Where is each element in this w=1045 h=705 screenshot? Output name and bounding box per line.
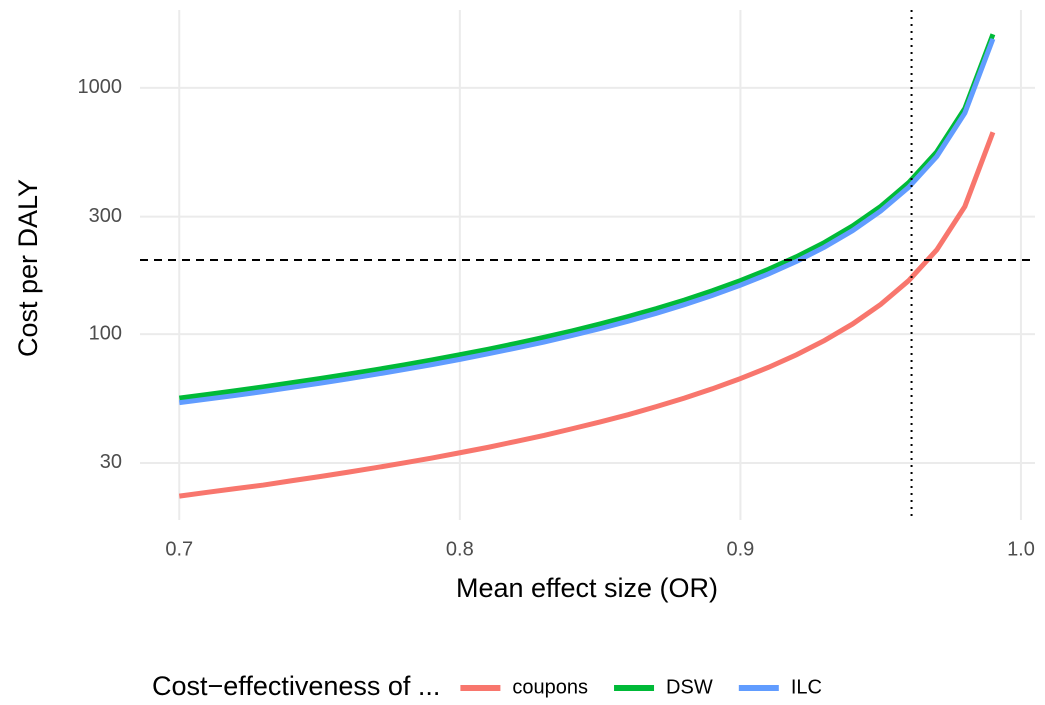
- y-tick-label: 300: [89, 205, 122, 227]
- legend-label: coupons: [512, 676, 588, 698]
- x-tick-label: 1.0: [1007, 538, 1035, 560]
- legend-label: ILC: [791, 676, 822, 698]
- series-line: [178, 131, 996, 499]
- legend-title: Cost−effectiveness of ...: [152, 671, 440, 701]
- x-tick-label: 0.7: [165, 538, 193, 560]
- y-tick-label: 30: [100, 451, 122, 473]
- y-axis-title: Cost per DALY: [13, 179, 43, 357]
- series-line: [178, 38, 996, 406]
- legend-label: DSW: [666, 676, 713, 698]
- y-tick-label: 1000: [78, 76, 123, 98]
- x-tick-label: 0.9: [727, 538, 755, 560]
- x-tick-label: 0.8: [446, 538, 474, 560]
- series-line: [178, 33, 996, 401]
- x-axis-title: Mean effect size (OR): [456, 573, 718, 603]
- y-tick-label: 100: [89, 322, 122, 344]
